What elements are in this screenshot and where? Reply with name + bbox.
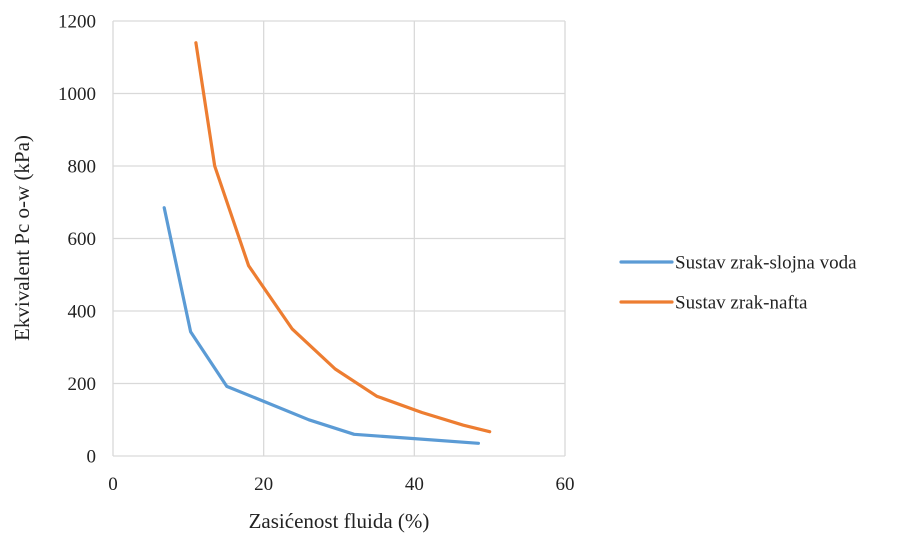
axes — [112, 21, 565, 457]
legend: Sustav zrak-slojna voda Sustav zrak-nafta — [619, 253, 857, 314]
tick-labels: 0 200 400 600 800 1000 1200 0 20 40 60 — [58, 12, 575, 496]
x-tick-label: 60 — [556, 474, 575, 495]
y-tick-label: 1000 — [58, 84, 96, 105]
x-tick-label: 0 — [108, 474, 118, 495]
y-tick-label: 600 — [68, 229, 97, 250]
y-tick-label: 800 — [68, 157, 97, 178]
x-axis-title: Zasićenost fluida (%) — [249, 509, 430, 533]
series-line-2 — [194, 41, 492, 434]
series-line-1 — [162, 206, 480, 445]
x-tick-label: 20 — [254, 474, 273, 495]
y-tick-label: 400 — [68, 302, 97, 323]
y-tick-label: 200 — [68, 374, 97, 395]
y-axis-title: Ekvivalent Pc o-w (kPa) — [10, 135, 34, 341]
series-lines — [162, 41, 492, 445]
legend-label: Sustav zrak-slojna voda — [675, 253, 857, 274]
grid — [113, 20, 566, 456]
legend-label: Sustav zrak-nafta — [675, 293, 808, 314]
y-tick-label: 1200 — [58, 12, 96, 33]
y-tick-label: 0 — [87, 447, 97, 468]
x-tick-label: 40 — [405, 474, 424, 495]
